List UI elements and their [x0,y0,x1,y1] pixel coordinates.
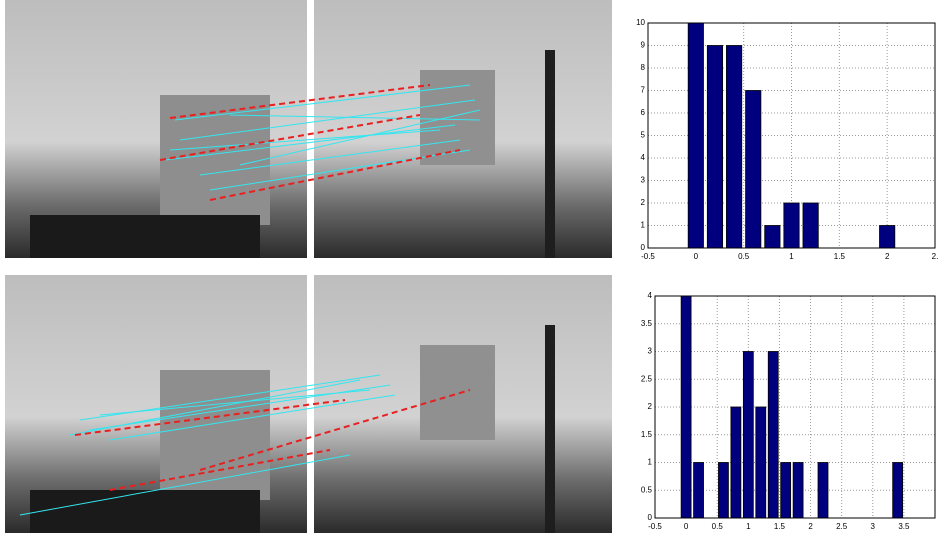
x-tick-label: 3 [871,522,876,531]
y-tick-label: 1 [641,221,646,230]
x-tick-label: 1 [789,252,794,261]
x-tick-label: 0.5 [712,522,724,531]
y-tick-label: 0 [648,513,653,522]
bar [755,406,767,519]
x-tick-label: 0.5 [738,252,750,261]
y-tick-label: 9 [641,41,646,50]
y-tick-label: 4 [648,291,653,300]
y-tick-label: 2 [641,198,646,207]
y-tick-label: 6 [641,108,646,117]
axes-frame [647,22,936,249]
y-tick-label: 1.5 [641,430,653,439]
x-tick-label: 1.5 [834,252,846,261]
y-tick-label: 2 [648,402,653,411]
y-tick-label: 7 [641,86,646,95]
bar [730,406,742,519]
x-tick-label: 1.5 [774,522,786,531]
bar [687,22,704,249]
y-tick-label: 3 [648,347,653,356]
bar [892,462,904,519]
bar [879,225,896,249]
x-tick-label: 0 [694,252,699,261]
bar [718,462,729,519]
photo-pair-bottom [5,275,612,533]
x-tick-label: 2. [932,252,939,261]
y-tick-label: 3.5 [641,319,653,328]
y-tick-label: 3 [641,176,646,185]
bar [742,351,754,519]
bar [693,462,704,519]
x-tick-label: 0 [684,522,689,531]
y-tick-label: 2.5 [641,374,653,383]
y-tick-label: 10 [636,18,645,27]
bar [783,202,800,249]
y-tick-label: 0.5 [641,485,653,494]
photo-pair-top [5,0,612,258]
x-tick-label: 2 [885,252,890,261]
y-tick-label: 4 [641,153,646,162]
axes-frame [654,295,936,519]
bar [817,462,829,519]
bar [680,295,692,519]
x-tick-label: 1 [746,522,751,531]
x-tick-label: 3.5 [898,522,910,531]
y-tick-label: 5 [641,131,646,140]
x-tick-label: -0.5 [648,522,662,531]
bar [745,90,762,249]
bar [726,45,743,249]
y-tick-label: 8 [641,63,646,72]
y-tick-label: 0 [641,243,646,252]
bar [767,351,779,519]
bar [706,45,724,249]
bar [792,462,804,519]
x-tick-label: -0.5 [641,252,655,261]
y-tick-label: 1 [648,458,653,467]
x-tick-label: 2 [808,522,813,531]
bar [780,462,792,519]
bar [764,225,781,249]
bar [802,202,819,249]
x-tick-label: 2.5 [836,522,848,531]
